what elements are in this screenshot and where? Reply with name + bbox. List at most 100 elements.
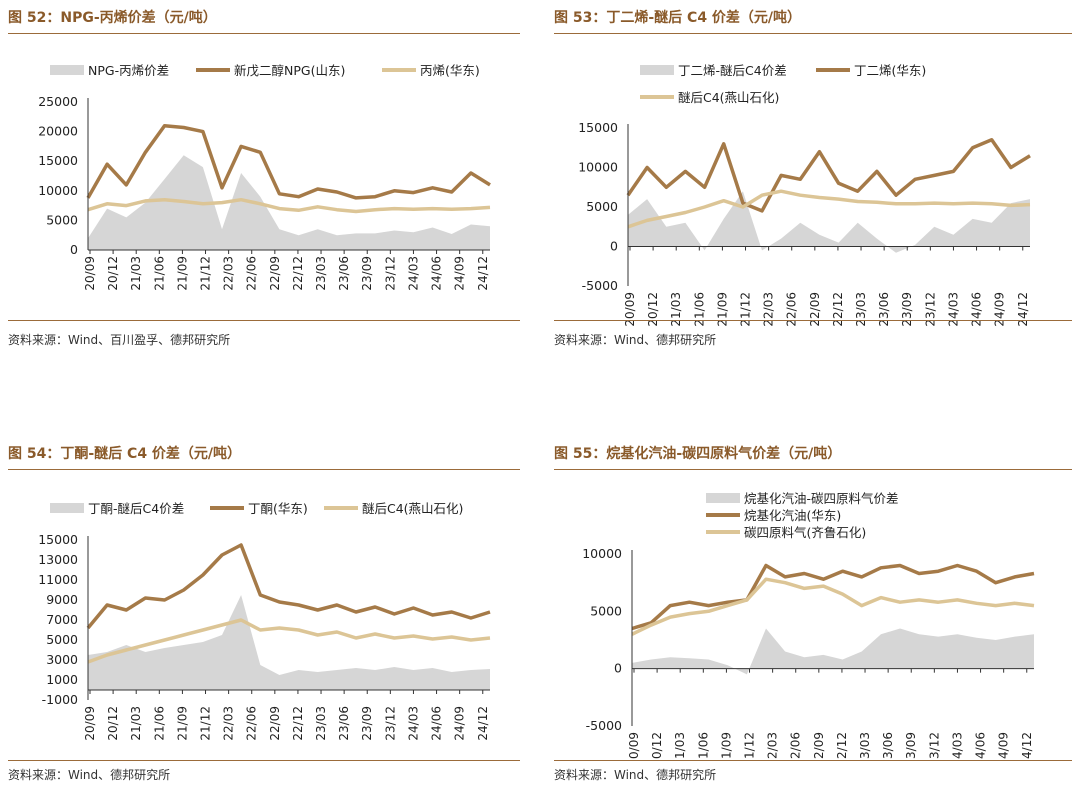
source-54: 资料来源：Wind、德邦研究所 — [8, 768, 171, 782]
legend-label-1: 丁酮(华东) — [248, 501, 308, 516]
series-area-spread — [628, 191, 1030, 253]
legend-label-2: 丙烯(华东) — [420, 63, 480, 78]
legend-swatch-spread — [50, 503, 84, 513]
chart-title-53: 图 53：丁二烯-醚后 C4 价差（元/吨） — [554, 10, 802, 26]
x-tick-label: 24/06 — [974, 732, 988, 759]
x-tick-label: 21/12 — [743, 732, 757, 759]
source-rule-53 — [554, 320, 1072, 321]
chart-title-54: 图 54：丁酮-醚后 C4 价差（元/吨） — [8, 446, 242, 462]
x-tick-label: 22/03 — [222, 256, 236, 291]
x-tick-label: 21/12 — [199, 706, 213, 741]
x-tick-label: 21/03 — [673, 732, 687, 759]
y-tick-label: 10000 — [578, 160, 618, 175]
series-line-2 — [87, 197, 491, 214]
x-tick-label: 23/12 — [383, 256, 397, 291]
x-tick-label: 20/12 — [106, 256, 120, 291]
x-tick-label: 22/06 — [245, 256, 259, 291]
x-tick-label: 22/06 — [245, 706, 259, 741]
y-tick-label: 13000 — [38, 552, 78, 567]
x-tick-label: 24/06 — [970, 292, 984, 327]
series-area-spread — [88, 595, 490, 690]
source-rule-54 — [8, 760, 520, 761]
x-tick-label: 21/03 — [669, 292, 683, 327]
x-tick-label: 20/09 — [623, 292, 637, 327]
y-tick-label: 10000 — [582, 546, 622, 561]
chart-53: 丁二烯-醚后C4价差 丁二烯(华东) 醚后C4(燕山石化) 15000 10000 500… — [578, 63, 1031, 327]
title-rule-54 — [8, 469, 520, 470]
legend-swatch-spread — [706, 493, 740, 503]
x-tick-label: 23/09 — [360, 256, 374, 291]
series-line-1 — [626, 138, 1031, 213]
series-line-2 — [627, 189, 1031, 229]
y-tick-label: 5000 — [46, 212, 78, 227]
series-line-2 — [87, 618, 491, 664]
x-tick-label: 20/12 — [646, 292, 660, 327]
chart-panel-55: 图 55：烷基化汽油-碳四原料气价差（元/吨） 烷基化汽油-碳四原料气价差 烷基化… — [546, 438, 1076, 787]
x-tick-label: 20/09 — [627, 732, 641, 759]
x-tick-label: 23/12 — [923, 292, 937, 327]
x-tick-label: 22/09 — [812, 732, 826, 759]
legend-label-0: 烷基化汽油-碳四原料气价差 — [744, 491, 899, 506]
y-tick-label: -1000 — [42, 692, 78, 707]
x-tick-label: 24/12 — [476, 256, 490, 291]
title-rule-53 — [554, 33, 1072, 34]
chart-54: 丁酮-醚后C4价差 丁酮(华东) 醚后C4(燕山石化) 15000 13000 11000… — [38, 501, 491, 741]
source-53: 资料来源：Wind、德邦研究所 — [554, 333, 717, 347]
title-rule-55 — [554, 469, 1072, 470]
x-tick-label: 20/12 — [106, 706, 120, 741]
chart-panel-54: 图 54：丁酮-醚后 C4 价差（元/吨） 丁酮-醚后C4价差 丁酮(华东) 醚后C… — [0, 438, 522, 787]
series-area-spread — [88, 155, 490, 250]
y-tick-label: 1000 — [46, 672, 78, 687]
x-tick-label: 21/12 — [739, 292, 753, 327]
y-tick-label: 5000 — [586, 199, 618, 214]
x-tick-label: 23/09 — [900, 292, 914, 327]
source-55: 资料来源：Wind、德邦研究所 — [554, 768, 717, 782]
legend-label-0: NPG-丙烯价差 — [88, 63, 169, 78]
x-tick-label: 22/03 — [762, 292, 776, 327]
x-tick-label: 21/03 — [129, 706, 143, 741]
chart-52: NPG-丙烯价差 新戊二醇NPG(山东) 丙烯(华东) 25000 20000 15000… — [38, 63, 491, 291]
x-tick-label: 23/12 — [927, 732, 941, 759]
x-tick-label: 24/12 — [1016, 292, 1030, 327]
y-tick-label: 3000 — [46, 652, 78, 667]
chart-title-52: 图 52：NPG-丙烯价差（元/吨） — [8, 10, 217, 26]
y-tick-label: 9000 — [46, 592, 78, 607]
x-tick-label: 21/06 — [152, 706, 166, 741]
series-line-1 — [86, 543, 491, 630]
x-tick-label: 23/03 — [314, 256, 328, 291]
y-tick-label: 11000 — [38, 572, 78, 587]
x-tick-label: 22/09 — [808, 292, 822, 327]
x-tick-label: 22/09 — [268, 256, 282, 291]
chart-panel-53: 图 53：丁二烯-醚后 C4 价差（元/吨） 丁二烯-醚后C4价差 丁二烯(华东)… — [546, 0, 1076, 360]
x-tick-label: 22/09 — [268, 706, 282, 741]
legend-label-1: 烷基化汽油(华东) — [744, 508, 841, 523]
x-tick-label: 21/06 — [152, 256, 166, 291]
x-tick-label: 21/09 — [715, 292, 729, 327]
x-tick-label: 20/09 — [83, 706, 97, 741]
x-tick-label: 23/06 — [337, 706, 351, 741]
x-tick-label: 23/09 — [904, 732, 918, 759]
source-rule-55 — [554, 760, 1072, 761]
x-tick-label: 24/03 — [950, 732, 964, 759]
y-tick-label: 7000 — [46, 612, 78, 627]
series-line-2 — [631, 577, 1035, 636]
x-tick-label: 22/03 — [766, 732, 780, 759]
x-tick-label: 21/09 — [719, 732, 733, 759]
y-tick-label: -5000 — [586, 718, 622, 733]
x-tick-label: 24/03 — [406, 256, 420, 291]
x-tick-label: 21/03 — [129, 256, 143, 291]
x-tick-label: 22/06 — [785, 292, 799, 327]
series-line-1 — [86, 123, 491, 200]
series-area-spread — [632, 628, 1034, 675]
x-tick-label: 21/09 — [175, 256, 189, 291]
x-tick-label: 21/06 — [692, 292, 706, 327]
x-tick-label: 24/12 — [476, 706, 490, 741]
x-tick-label: 23/03 — [314, 706, 328, 741]
x-tick-label: 21/09 — [175, 706, 189, 741]
x-tick-label: 22/12 — [291, 706, 305, 741]
x-tick-label: 24/09 — [453, 256, 467, 291]
chart-title-55: 图 55：烷基化汽油-碳四原料气价差（元/吨） — [554, 446, 842, 462]
y-tick-label: 0 — [614, 661, 622, 676]
x-tick-label: 23/03 — [858, 732, 872, 759]
y-tick-label: 20000 — [38, 124, 78, 139]
